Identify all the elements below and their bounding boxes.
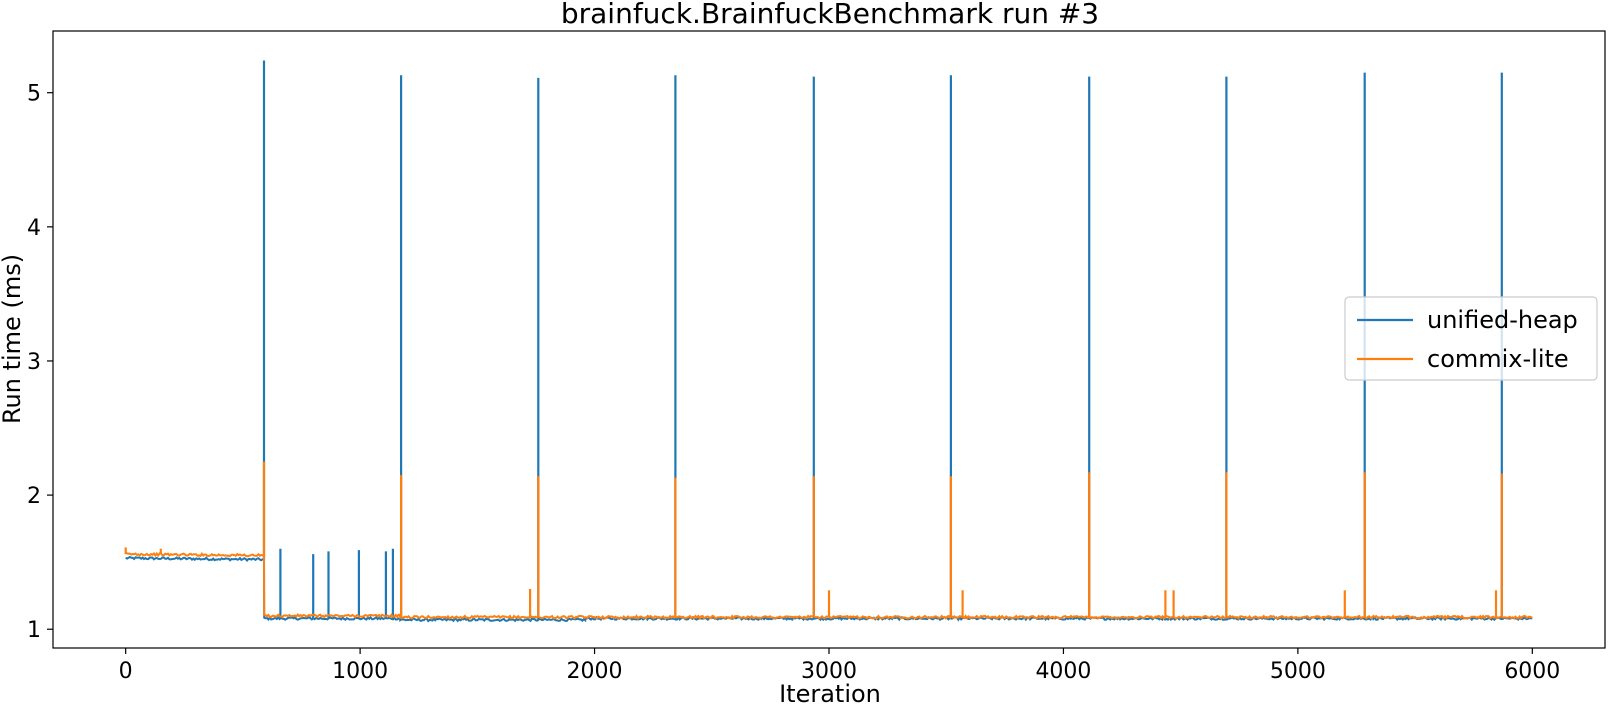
x-tick-label: 5000 [1270, 659, 1326, 684]
series-layer [124, 60, 1533, 623]
x-tick-label: 3000 [801, 659, 857, 684]
legend: unified-heap commix-lite [1344, 296, 1598, 381]
y-axis-label: Run time (ms) [0, 254, 26, 424]
x-tick-label: 4000 [1035, 659, 1091, 684]
y-tick-label: 5 [27, 82, 41, 107]
y-tick-label: 1 [27, 618, 41, 643]
y-axis: 1 2 3 4 5 [27, 82, 53, 643]
x-tick-label: 2000 [567, 659, 623, 684]
x-tick-label: 1000 [332, 659, 388, 684]
x-axis-label: Iteration [779, 680, 881, 708]
series-line-commix-lite [125, 551, 1533, 621]
chart-title: brainfuck.BrainfuckBenchmark run #3 [561, 0, 1099, 30]
y-tick-label: 2 [27, 484, 41, 509]
x-tick-label: 0 [119, 659, 133, 684]
y-tick-label: 4 [27, 216, 41, 241]
legend-label-unified-heap: unified-heap [1427, 306, 1578, 334]
x-axis: 0 1000 2000 3000 4000 5000 6000 [119, 648, 1560, 684]
legend-label-commix-lite: commix-lite [1427, 345, 1569, 373]
x-tick-label: 6000 [1504, 659, 1560, 684]
y-tick-label: 3 [27, 350, 41, 375]
